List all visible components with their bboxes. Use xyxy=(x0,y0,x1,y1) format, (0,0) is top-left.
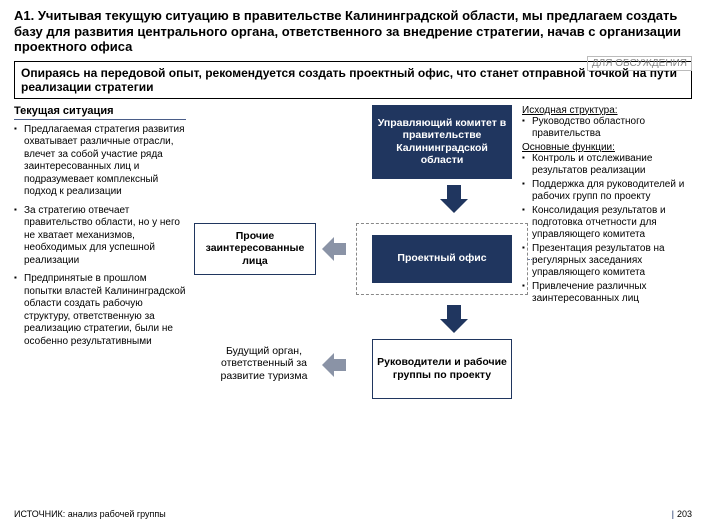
left-heading: Текущая ситуация xyxy=(14,105,186,120)
list-item: Консолидация результатов и подготовка от… xyxy=(522,205,692,241)
page-num-value: 203 xyxy=(677,509,692,519)
list-item: Предпринятые в прошлом попытки властей К… xyxy=(14,273,186,348)
leaders-node: Руководители и рабочие группы по проекту xyxy=(372,339,512,399)
stakeholders-node: Прочие заинтересованные лица xyxy=(194,223,316,275)
left-list: Предлагаемая стратегия развития охватыва… xyxy=(14,124,186,349)
page-number: |203 xyxy=(671,509,692,519)
source-label: ИСТОЧНИК: анализ рабочей группы xyxy=(14,509,166,519)
list-item: Привлечение различных заинтересованных л… xyxy=(522,281,692,305)
right-heading-2: Основные функции: xyxy=(522,142,692,153)
list-item: Контроль и отслеживание результатов реал… xyxy=(522,153,692,177)
right-list-1: Руководство областного правительства xyxy=(522,116,692,140)
org-diagram: Управляющий комитет в правительстве Кали… xyxy=(194,105,514,450)
main-columns: Текущая ситуация Предлагаемая стратегия … xyxy=(14,105,692,450)
committee-node: Управляющий комитет в правительстве Кали… xyxy=(372,105,512,179)
diagram-column: Управляющий комитет в правительстве Кали… xyxy=(194,105,514,450)
right-list-2: Контроль и отслеживание результатов реал… xyxy=(522,153,692,305)
page-title: А1. Учитывая текущую ситуацию в правител… xyxy=(14,8,692,55)
list-item: Руководство областного правительства xyxy=(522,116,692,140)
list-item: Предлагаемая стратегия развития охватыва… xyxy=(14,124,186,199)
right-heading-1: Исходная структура: xyxy=(522,105,692,116)
future-node: Будущий орган, ответственный за развитие… xyxy=(208,329,320,399)
office-node: Проектный офис xyxy=(372,235,512,283)
list-item: Поддержка для руководителей и рабочих гр… xyxy=(522,179,692,203)
list-item: Презентация результатов на регулярных за… xyxy=(522,243,692,279)
discussion-stamp: ДЛЯ ОБСУЖДЕНИЯ xyxy=(587,56,692,71)
left-column: Текущая ситуация Предлагаемая стратегия … xyxy=(14,105,186,450)
right-column: Исходная структура: Руководство областно… xyxy=(522,105,692,450)
list-item: За стратегию отвечает правительство обла… xyxy=(14,205,186,268)
